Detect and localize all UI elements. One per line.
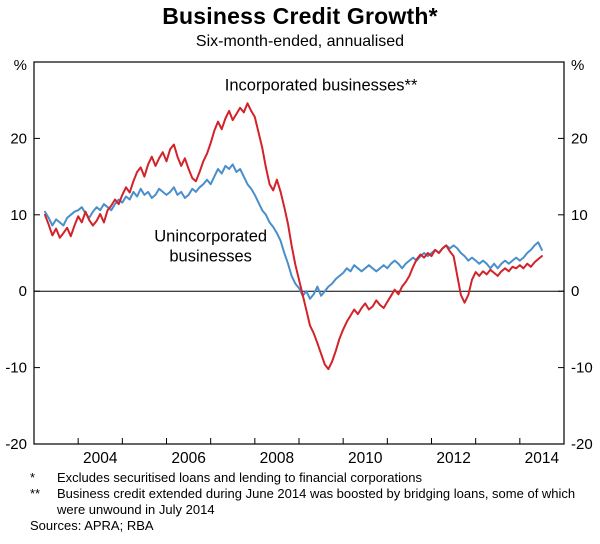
chart-svg: -20 -20 -10 -10 0 0 10 10 20 20% % 2004 2006 2008 2010… — [5, 57, 593, 467]
y-axis-label-right: 20 — [571, 130, 588, 147]
series-label-1: Incorporated businesses** — [225, 76, 418, 94]
y-axis-label-right: -20 — [571, 436, 593, 453]
series-line-1 — [44, 102, 543, 371]
series-line-0 — [44, 163, 543, 300]
footnote-1: * Excludes securitised loans and lending… — [30, 470, 592, 486]
x-axis-label: 2004 — [83, 450, 118, 467]
footnote-1-text: Excludes securitised loans and lending t… — [57, 470, 422, 485]
x-axis-label: 2012 — [436, 450, 470, 467]
footnote-2: ** Business credit extended during June … — [30, 486, 592, 518]
unit-label-right: % — [571, 57, 584, 74]
y-axis-label-right: 0 — [571, 283, 579, 300]
footnote-1-marker: * — [30, 470, 36, 485]
footnote-2-text: Business credit extended during June 201… — [57, 486, 576, 517]
x-axis-label: 2008 — [260, 450, 294, 467]
x-axis-label: 2010 — [348, 450, 383, 467]
y-axis-label-left: -20 — [5, 436, 27, 453]
y-axis-label-left: 0 — [19, 283, 27, 300]
y-axis-label-right: 10 — [571, 207, 588, 224]
series-label-0: Unincorporated businesses — [154, 228, 267, 266]
chart-subtitle: Six-month-ended, annualised — [195, 33, 405, 50]
y-axis-label-left: 20 — [10, 130, 27, 147]
sources-line: Sources: APRA; RBA — [30, 518, 154, 533]
plot-border — [33, 61, 565, 445]
y-axis-label-left: 10 — [10, 207, 27, 224]
footnote-2-marker: ** — [30, 486, 41, 501]
y-axis-label-right: -10 — [571, 360, 593, 377]
unit-label-left: % — [14, 57, 27, 74]
x-axis-label: 2014 — [525, 450, 560, 467]
chart-title: Business Credit Growth* — [162, 3, 438, 29]
y-axis-label-left: -10 — [5, 360, 27, 377]
x-axis-label: 2006 — [171, 450, 205, 467]
footnotes: * Excludes securitised loans and lending… — [30, 470, 592, 534]
